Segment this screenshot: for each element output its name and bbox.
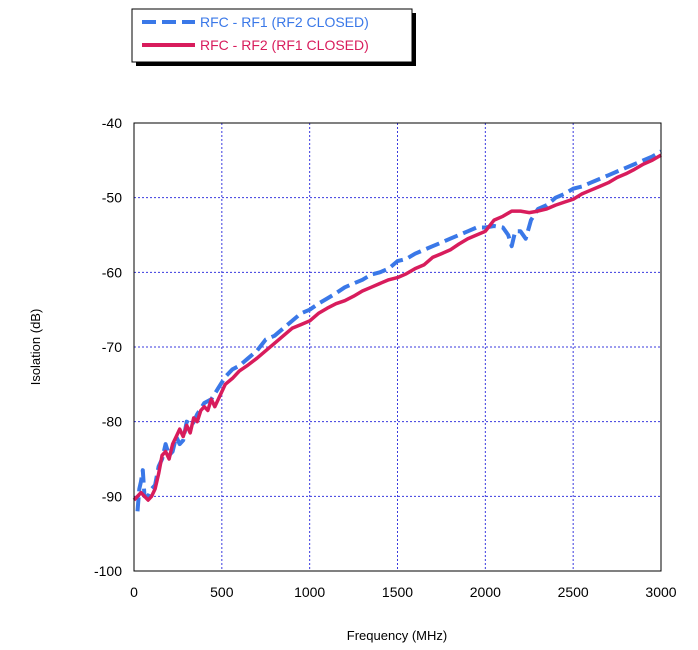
series-lines: [132, 149, 663, 512]
y-tick-label: -80: [102, 414, 122, 430]
legend-box: [131, 8, 413, 63]
y-tick-label: -60: [102, 264, 122, 280]
y-tick-label: -70: [102, 339, 122, 355]
y-tick-label: -100: [94, 563, 122, 579]
x-axis-ticks: 0 500 1000 1500 2000 2500 3000: [130, 584, 677, 600]
x-tick-label: 2000: [470, 584, 501, 600]
x-tick-label: 1000: [294, 584, 325, 600]
legend-label-rf1: RFC - RF1 (RF2 CLOSED): [200, 14, 369, 30]
x-tick-label: 0: [130, 584, 138, 600]
x-axis-title: Frequency (MHz): [347, 628, 447, 643]
y-axis-title: Isolation (dB): [28, 309, 43, 386]
x-tick-label: 500: [210, 584, 234, 600]
y-tick-label: -40: [102, 115, 122, 131]
plot-area: [132, 122, 663, 572]
series-line-rf2: [132, 153, 662, 502]
y-axis-ticks: -40 -50 -60 -70 -80 -90 -100: [94, 115, 122, 579]
x-tick-label: 2500: [558, 584, 589, 600]
gridlines: [134, 123, 661, 571]
y-tick-label: -50: [102, 190, 122, 206]
x-tick-label: 1500: [382, 584, 413, 600]
y-tick-label: -90: [102, 488, 122, 504]
legend: RFC - RF1 (RF2 CLOSED) RFC - RF2 (RF1 CL…: [131, 8, 416, 66]
plot-border: [133, 122, 662, 572]
legend-label-rf2: RFC - RF2 (RF1 CLOSED): [200, 37, 369, 53]
x-tick-label: 3000: [645, 584, 676, 600]
